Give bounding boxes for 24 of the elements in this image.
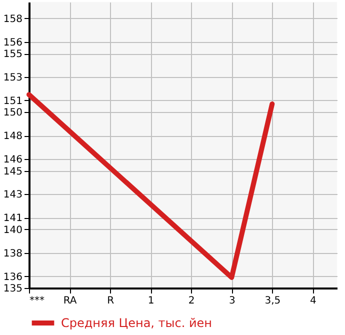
y-tick-label: 145	[3, 166, 22, 178]
y-tick-label: 151	[3, 96, 22, 107]
x-tick-label: RA	[63, 296, 77, 306]
x-tick-label: 3	[228, 296, 236, 306]
x-tick-label: 3,5	[264, 296, 281, 306]
x-tick-label: 1	[148, 296, 154, 306]
y-tick-label: 141	[3, 213, 22, 224]
y-tick-label: 155	[3, 49, 22, 60]
x-tick-label: R	[107, 296, 114, 306]
x-tick-label: ***	[30, 296, 44, 306]
y-tick-label: 138	[3, 248, 22, 260]
legend-label: Средняя Цена, тыс. йен	[61, 316, 212, 330]
y-tick-label: 158	[3, 14, 22, 25]
y-tick-label: 156	[3, 37, 22, 48]
x-tick-label: 4	[310, 296, 316, 306]
y-tick-label: 136	[3, 272, 22, 283]
y-tick-label: 150	[3, 108, 22, 119]
x-tick-label: 2	[188, 296, 195, 306]
y-tick-label: 135	[3, 284, 22, 294]
y-tick-label: 140	[3, 224, 22, 236]
y-tick-label: 153	[3, 72, 22, 84]
y-tick-label: 146	[3, 154, 22, 166]
y-tick-label: 148	[3, 131, 22, 142]
y-tick-label: 143	[3, 190, 22, 201]
